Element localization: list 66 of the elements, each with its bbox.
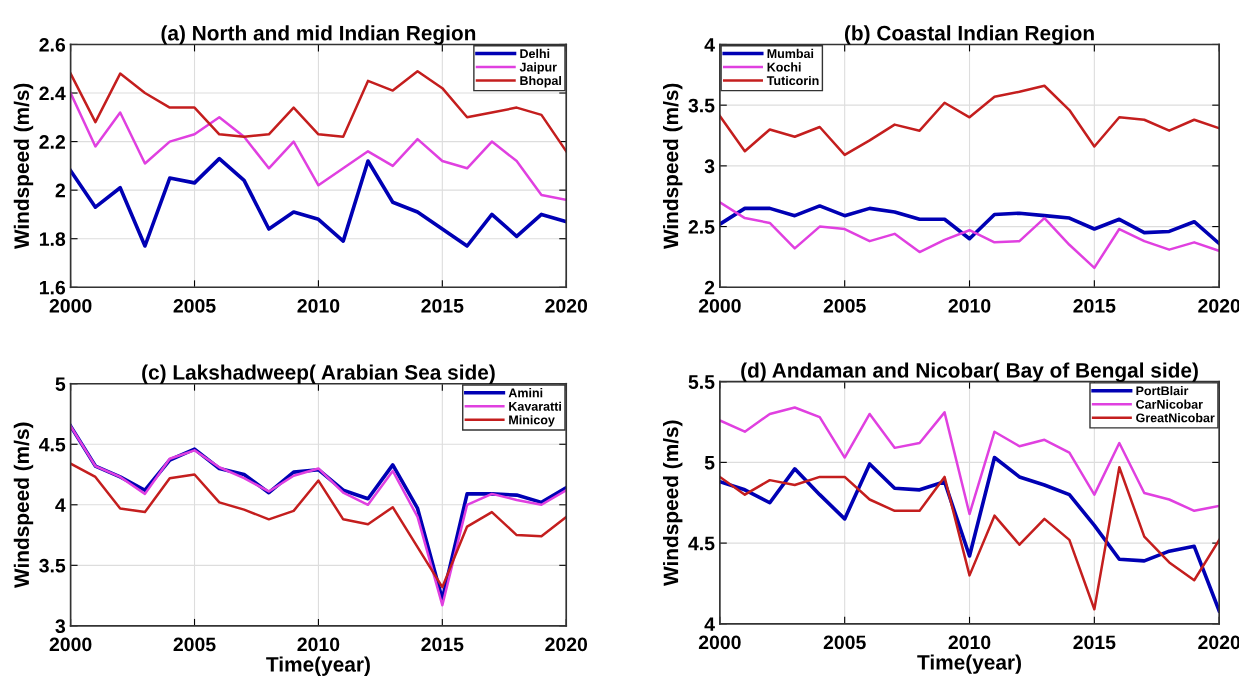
x-tick-label: 2020 bbox=[545, 298, 588, 313]
y-tick-label: 5 bbox=[55, 377, 66, 391]
x-axis-title: Time(year) bbox=[266, 656, 370, 676]
y-axis-title: Windspeed (m/s) bbox=[13, 83, 34, 250]
y-tick-label: 2.6 bbox=[39, 37, 66, 52]
x-tick-label: 2005 bbox=[823, 298, 866, 313]
chart-title: (b) Coastal Indian Region bbox=[844, 25, 1094, 45]
x-tick-label: 2000 bbox=[49, 298, 92, 313]
legend-label: CarNicobar bbox=[1136, 399, 1203, 409]
line-series bbox=[719, 204, 1220, 246]
x-tick-label: 2000 bbox=[49, 637, 92, 652]
x-axis-title: Time(year) bbox=[917, 654, 1021, 674]
y-tick-label: 4 bbox=[704, 617, 715, 631]
x-tick-label: 2005 bbox=[173, 298, 216, 313]
x-tick-label: 2005 bbox=[173, 637, 216, 652]
y-tick-label: 2.4 bbox=[39, 86, 66, 101]
y-tick-label: 5 bbox=[704, 456, 715, 470]
line-series bbox=[719, 201, 1220, 270]
line-series bbox=[70, 462, 567, 589]
x-tick-label: 2015 bbox=[421, 298, 464, 313]
x-tick-label: 2010 bbox=[297, 298, 340, 313]
x-tick-label: 2020 bbox=[545, 637, 588, 652]
legend-label: Minicoy bbox=[509, 415, 555, 427]
y-axis-title: Windspeed (m/s) bbox=[662, 420, 683, 586]
legend-label: Bhopal bbox=[520, 75, 561, 88]
y-tick-label: 4.5 bbox=[688, 536, 715, 551]
y-tick-label: 4.5 bbox=[39, 437, 66, 452]
y-axis-title: Windspeed (m/s) bbox=[662, 83, 683, 250]
y-tick-label: 2.5 bbox=[688, 220, 715, 234]
line-series bbox=[70, 156, 567, 248]
y-tick-label: 3 bbox=[704, 159, 715, 174]
x-tick-label: 2010 bbox=[948, 635, 991, 650]
legend-label: Mumbai bbox=[767, 48, 814, 59]
y-tick-label: 3 bbox=[55, 619, 66, 634]
y-tick-label: 5.5 bbox=[688, 375, 715, 389]
legend-label: Jaipur bbox=[519, 62, 557, 75]
x-tick-label: 2015 bbox=[1073, 298, 1116, 313]
x-tick-label: 2000 bbox=[698, 298, 741, 313]
x-tick-label: 2010 bbox=[948, 298, 991, 313]
chart-title: (a) North and mid Indian Region bbox=[161, 25, 476, 45]
legend-label: Delhi bbox=[520, 48, 550, 59]
x-tick-label: 2015 bbox=[1073, 635, 1116, 650]
y-tick-label: 2 bbox=[55, 183, 65, 198]
legend-label: Tuticorin bbox=[766, 75, 819, 86]
legend-label: Kochi bbox=[767, 62, 801, 72]
y-tick-label: 2.2 bbox=[39, 135, 65, 149]
x-tick-label: 2005 bbox=[823, 635, 866, 650]
x-tick-label: 2000 bbox=[698, 635, 741, 650]
legend-label: Amini bbox=[508, 388, 543, 398]
y-tick-label: 3.5 bbox=[688, 98, 715, 113]
y-tick-label: 1.8 bbox=[39, 232, 66, 246]
x-tick-label: 2010 bbox=[297, 637, 340, 652]
y-axis-title: Windspeed (m/s) bbox=[13, 422, 34, 589]
y-tick-label: 3.5 bbox=[39, 558, 66, 573]
line-series bbox=[719, 84, 1220, 157]
legend-label: GreatNicobar bbox=[1136, 413, 1215, 423]
chart-title: (d) Andaman and Nicobar( Bay of Bengal side) bbox=[741, 362, 1198, 382]
y-tick-label: 2 bbox=[704, 280, 715, 295]
line-series bbox=[70, 91, 567, 202]
y-tick-label: 4 bbox=[55, 498, 66, 512]
y-tick-label: 4 bbox=[704, 38, 715, 52]
legend-label: Kavaratti bbox=[509, 401, 561, 411]
chart-title: (c) Lakshadweep( Arabian Sea side) bbox=[142, 364, 495, 384]
y-tick-label: 1.6 bbox=[39, 280, 66, 295]
x-tick-label: 2015 bbox=[421, 637, 464, 652]
legend-label: PortBlair bbox=[1136, 386, 1189, 396]
